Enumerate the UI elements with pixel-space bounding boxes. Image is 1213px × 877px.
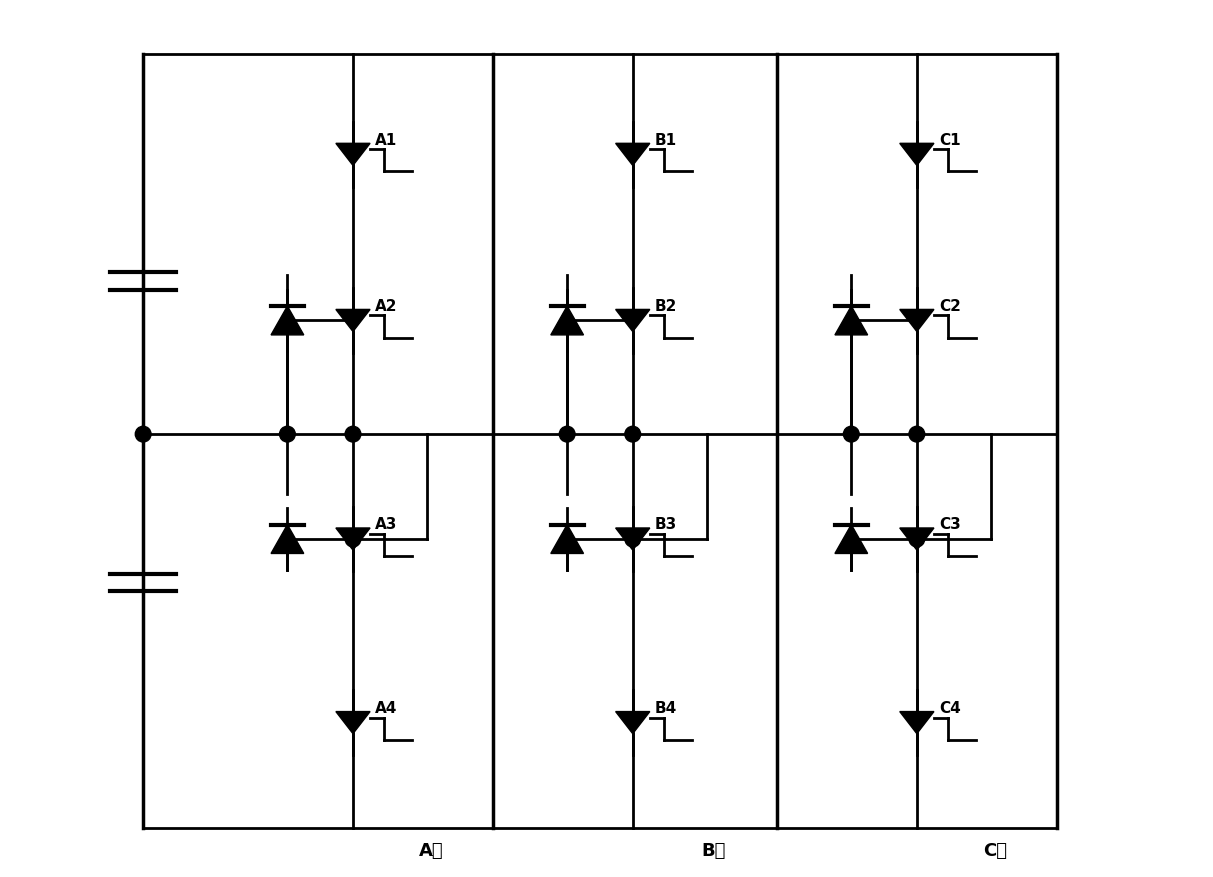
Polygon shape: [616, 310, 650, 332]
Polygon shape: [551, 306, 583, 335]
Text: B1: B1: [655, 132, 677, 148]
Polygon shape: [336, 143, 370, 166]
Polygon shape: [900, 528, 934, 550]
Text: C相: C相: [984, 842, 1008, 859]
Text: B2: B2: [655, 299, 677, 314]
Text: C3: C3: [939, 517, 961, 532]
Polygon shape: [835, 524, 867, 553]
Circle shape: [909, 531, 924, 547]
Circle shape: [843, 426, 859, 442]
Text: A1: A1: [375, 132, 398, 148]
Polygon shape: [616, 143, 650, 166]
Polygon shape: [835, 306, 867, 335]
Polygon shape: [900, 711, 934, 734]
Text: C2: C2: [939, 299, 961, 314]
Polygon shape: [616, 711, 650, 734]
Text: B相: B相: [701, 842, 725, 859]
Polygon shape: [551, 524, 583, 553]
Text: A相: A相: [420, 842, 444, 859]
Polygon shape: [270, 306, 303, 335]
Circle shape: [346, 531, 360, 547]
Text: C1: C1: [939, 132, 961, 148]
Text: C4: C4: [939, 701, 961, 716]
Circle shape: [346, 426, 360, 442]
Text: A3: A3: [375, 517, 398, 532]
Text: A4: A4: [375, 701, 398, 716]
Polygon shape: [336, 711, 370, 734]
Circle shape: [559, 426, 575, 442]
Polygon shape: [270, 524, 303, 553]
Polygon shape: [336, 310, 370, 332]
Circle shape: [279, 426, 295, 442]
Circle shape: [909, 426, 924, 442]
Polygon shape: [900, 310, 934, 332]
Polygon shape: [616, 528, 650, 550]
Text: A2: A2: [375, 299, 398, 314]
Circle shape: [625, 426, 640, 442]
Text: B3: B3: [655, 517, 677, 532]
Polygon shape: [336, 528, 370, 550]
Circle shape: [625, 531, 640, 547]
Circle shape: [136, 426, 152, 442]
Text: B4: B4: [655, 701, 677, 716]
Polygon shape: [900, 143, 934, 166]
